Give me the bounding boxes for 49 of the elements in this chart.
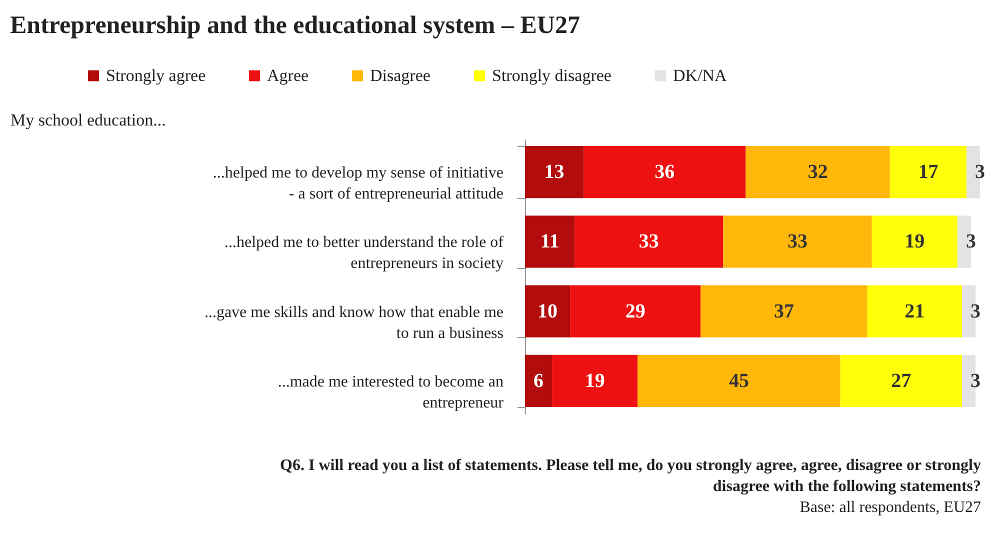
data-label: 33 bbox=[788, 230, 808, 253]
data-label: 17 bbox=[918, 161, 938, 184]
bar bbox=[525, 146, 584, 198]
data-label: 37 bbox=[774, 300, 794, 322]
bar bbox=[574, 216, 724, 268]
text: Base: all respondents, EU27 bbox=[798, 498, 981, 518]
bar bbox=[890, 146, 966, 198]
legend-label: Strongly agree bbox=[106, 66, 206, 85]
data-label: 3 bbox=[966, 230, 976, 253]
data-label: 11 bbox=[540, 230, 560, 253]
bar bbox=[525, 354, 552, 408]
data-label: 10 bbox=[538, 300, 558, 322]
data-label: 45 bbox=[728, 370, 749, 392]
text: Entrepreneurship and the educational system – EU27 bbox=[10, 12, 580, 40]
data-label: 3 bbox=[975, 161, 985, 184]
legend-label: Disagree bbox=[370, 66, 430, 85]
bar bbox=[840, 354, 962, 408]
bar bbox=[638, 354, 840, 408]
text: My school education... bbox=[10, 110, 166, 130]
data-label: 3 bbox=[970, 370, 980, 392]
bar bbox=[867, 285, 962, 338]
data-label: 27 bbox=[891, 370, 912, 392]
legend-label: Strongly disagree bbox=[492, 66, 612, 85]
bar bbox=[723, 216, 872, 268]
data-label: 29 bbox=[625, 300, 646, 322]
bar bbox=[746, 146, 890, 198]
bar bbox=[525, 285, 570, 338]
data-label: 36 bbox=[654, 161, 675, 184]
data-label: 19 bbox=[584, 370, 605, 392]
data-label: 13 bbox=[544, 161, 564, 184]
y-tick-label: ...helped me to better understand the role of entrepreneurs in society bbox=[224, 234, 504, 272]
data-label: 6 bbox=[534, 370, 544, 392]
data-label: 32 bbox=[808, 161, 828, 184]
bar bbox=[570, 285, 701, 338]
legend-label: DK/NA bbox=[673, 66, 728, 85]
bar bbox=[584, 146, 746, 198]
y-tick-label: ...gave me skills and know how that enable me to run a business bbox=[204, 304, 504, 342]
data-label: 19 bbox=[904, 230, 925, 253]
data-label: 21 bbox=[904, 300, 925, 322]
data-label: 3 bbox=[970, 300, 980, 322]
y-tick-label: ...helped me to develop my sense of initiative - a sort of entrepreneurial attitude bbox=[212, 164, 504, 203]
y-tick-label: ...made me interested to become an entrepreneur bbox=[278, 373, 504, 412]
text: Q6. I will read you a list of statements. Please tell me, do you strongly agree, agree, disagree or strongly disagree with the following statements? bbox=[279, 456, 981, 497]
legend-label: Agree bbox=[267, 66, 309, 85]
bar bbox=[700, 285, 868, 338]
data-label: 33 bbox=[638, 230, 659, 253]
bar bbox=[552, 354, 638, 408]
bar bbox=[872, 216, 958, 268]
bar bbox=[525, 216, 575, 268]
